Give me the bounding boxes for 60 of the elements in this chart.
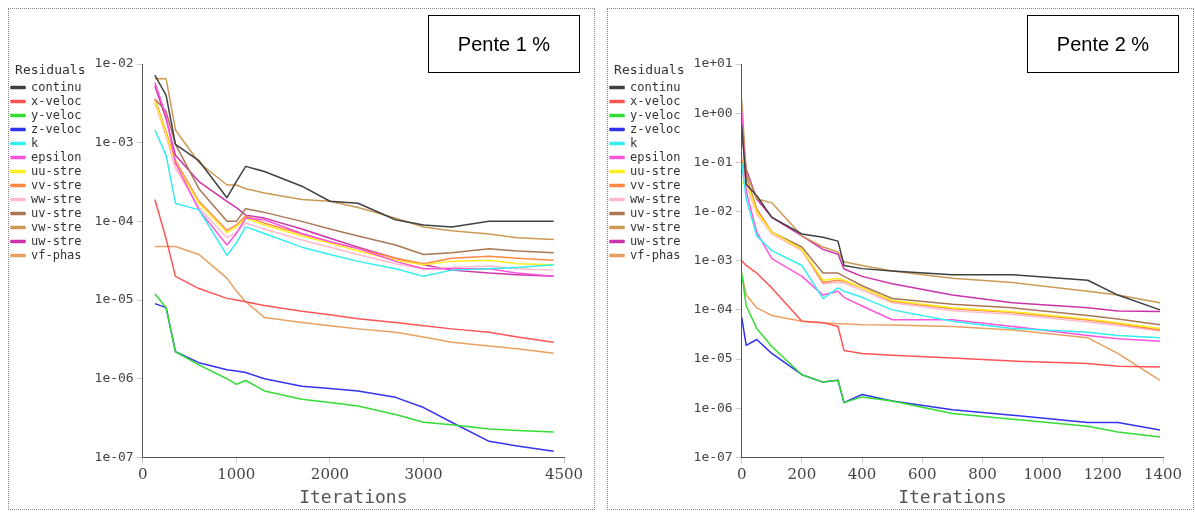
- legend-label: ww-stre: [31, 191, 82, 206]
- x-tick-label: 200: [787, 465, 817, 484]
- legend-label: ww-stre: [630, 191, 681, 206]
- y-tick-label: 1e-06: [94, 370, 134, 386]
- x-axis-title: Iterations: [898, 485, 1007, 507]
- legend-label: y-veloc: [31, 107, 82, 122]
- legend-label: k: [31, 135, 39, 150]
- x-tick-label: 0: [736, 465, 747, 484]
- legend-label: z-veloc: [31, 121, 82, 136]
- legend-label: x-veloc: [630, 93, 681, 108]
- text: Pente 1 %: [428, 15, 580, 73]
- y-tick-label: 1e-03: [693, 252, 733, 268]
- x-axis-title: Iterations: [299, 485, 408, 507]
- y-tick-label: 1e-06: [693, 399, 733, 415]
- x-tick-label: 1000: [217, 465, 256, 484]
- y-tick-label: 1e-02: [94, 55, 134, 71]
- legend-label: uu-stre: [630, 163, 681, 178]
- legend-label: vw-stre: [630, 219, 681, 234]
- x-tick-label: 4500: [544, 465, 584, 484]
- legend-title: Residuals: [614, 61, 685, 77]
- y-tick-label: 1e-04: [94, 212, 134, 228]
- y-tick-label: 1e-07: [693, 448, 733, 464]
- x-tick-label: 800: [968, 465, 997, 484]
- y-tick-label: 1e-05: [693, 350, 733, 366]
- y-tick-label: 1e-01: [693, 153, 733, 169]
- y-tick-label: 1e+01: [693, 55, 733, 71]
- legend-label: k: [630, 135, 638, 150]
- x-tick-label: 2000: [310, 465, 350, 484]
- legend-label: y-veloc: [630, 107, 681, 122]
- x-tick-label: 600: [907, 465, 937, 484]
- legend-label: uw-stre: [630, 233, 681, 248]
- legend-label: uw-stre: [31, 233, 82, 248]
- y-tick-label: 1e+00: [693, 104, 733, 120]
- y-tick-label: 1e-04: [693, 301, 733, 317]
- legend-label: continu: [31, 79, 82, 94]
- legend-label: vv-stre: [630, 177, 681, 192]
- legend-label: epsilon: [630, 149, 681, 164]
- x-tick-label: 400: [847, 465, 877, 484]
- legend-title: Residuals: [15, 61, 86, 77]
- legend-label: vw-stre: [31, 219, 82, 234]
- legend-label: epsilon: [31, 149, 82, 164]
- x-tick-label: 1400: [1143, 465, 1183, 484]
- x-tick-label: 1200: [1083, 465, 1122, 484]
- legend-label: x-veloc: [31, 93, 82, 108]
- y-tick-label: 1e-03: [94, 134, 134, 150]
- legend-label: vv-stre: [31, 177, 82, 192]
- legend-label: vf-phas: [630, 247, 681, 262]
- legend-label: uv-stre: [31, 205, 82, 220]
- legend-label: uv-stre: [630, 205, 681, 220]
- y-tick-label: 1e-02: [693, 202, 733, 218]
- y-tick-label: 1e-05: [94, 291, 134, 307]
- legend-label: uu-stre: [31, 163, 82, 178]
- x-tick-label: 3000: [404, 465, 443, 484]
- legend-label: continu: [630, 79, 681, 94]
- legend-label: vf-phas: [31, 247, 82, 262]
- legend-label: z-veloc: [630, 121, 681, 136]
- x-tick-label: 1000: [1023, 465, 1062, 484]
- x-tick-label: 0: [137, 465, 148, 484]
- text: Pente 2 %: [1027, 15, 1179, 73]
- y-tick-label: 1e-07: [94, 448, 134, 464]
